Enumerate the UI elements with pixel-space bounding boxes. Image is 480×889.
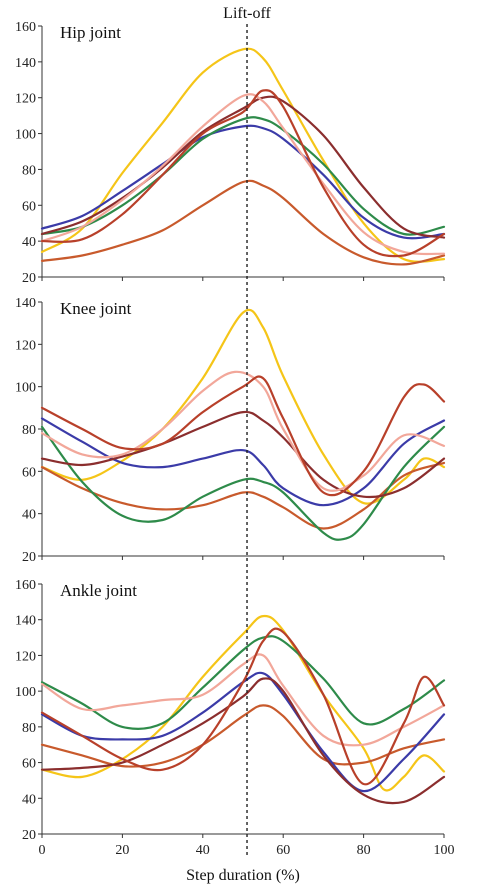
y-tick-label: 60 xyxy=(22,757,36,772)
series-line-2 xyxy=(40,704,446,768)
y-tick-label: 120 xyxy=(15,92,36,107)
series-line-1 xyxy=(40,308,446,505)
series-line-4 xyxy=(40,116,446,236)
series-line-4 xyxy=(40,425,446,541)
y-tick-label: 20 xyxy=(22,828,36,843)
series-line-7 xyxy=(40,89,446,258)
series-line-3 xyxy=(40,124,446,240)
x-tick-label: 40 xyxy=(196,843,210,858)
panel-title: Ankle joint xyxy=(60,581,137,600)
y-tick-label: 160 xyxy=(15,20,36,35)
y-tick-label: 160 xyxy=(15,578,36,593)
series-line-5 xyxy=(40,410,446,499)
series-line-4 xyxy=(40,635,446,730)
x-tick-label: 0 xyxy=(39,843,46,858)
series-line-3 xyxy=(40,417,446,507)
x-tick-label: 20 xyxy=(115,843,129,858)
y-tick-label: 100 xyxy=(15,381,36,396)
chart-panels: 20 40 60 80 100 120 140 160 Hip joint 20 40 60 80 100… xyxy=(15,20,455,858)
series-line-1 xyxy=(40,614,446,792)
y-tick-label: 120 xyxy=(15,338,36,353)
liftoff-annotation: Lift-off xyxy=(223,5,271,22)
y-tick-label: 60 xyxy=(22,199,36,214)
y-tick-label: 140 xyxy=(15,56,36,71)
x-axis-title: Step duration (%) xyxy=(186,867,300,884)
series-line-2 xyxy=(40,179,446,266)
series-line-2 xyxy=(40,461,446,530)
series-line-7 xyxy=(40,627,446,786)
y-tick-label: 120 xyxy=(15,649,36,664)
panel-1: 20 40 60 80 100 120 140 160 Hip joint xyxy=(15,20,446,286)
series-line-6 xyxy=(40,93,446,256)
panel-title: Hip joint xyxy=(60,23,121,42)
series-line-1 xyxy=(40,47,446,263)
y-tick-label: 40 xyxy=(22,235,36,250)
series-line-5 xyxy=(40,677,446,805)
series-line-6 xyxy=(40,653,446,747)
x-tick-label: 100 xyxy=(434,843,455,858)
series-line-6 xyxy=(40,370,446,492)
y-tick-label: 60 xyxy=(22,465,36,480)
y-tick-label: 140 xyxy=(15,296,36,311)
y-tick-label: 20 xyxy=(22,550,36,565)
y-tick-label: 80 xyxy=(22,423,36,438)
series-line-5 xyxy=(40,95,446,239)
y-tick-label: 20 xyxy=(22,271,36,286)
y-tick-label: 100 xyxy=(15,685,36,700)
series-line-3 xyxy=(40,671,446,793)
x-tick-label: 80 xyxy=(357,843,371,858)
panel-title: Knee joint xyxy=(60,299,132,318)
series-line-7 xyxy=(40,375,446,497)
y-tick-label: 80 xyxy=(22,163,36,178)
x-tick-label: 60 xyxy=(276,843,290,858)
panel-2: 20 40 60 80 100 120 140 Knee joint xyxy=(15,296,446,565)
y-tick-label: 100 xyxy=(15,128,36,143)
y-tick-label: 140 xyxy=(15,614,36,629)
y-tick-label: 80 xyxy=(22,721,36,736)
y-tick-label: 40 xyxy=(22,792,36,807)
y-tick-label: 40 xyxy=(22,508,36,523)
